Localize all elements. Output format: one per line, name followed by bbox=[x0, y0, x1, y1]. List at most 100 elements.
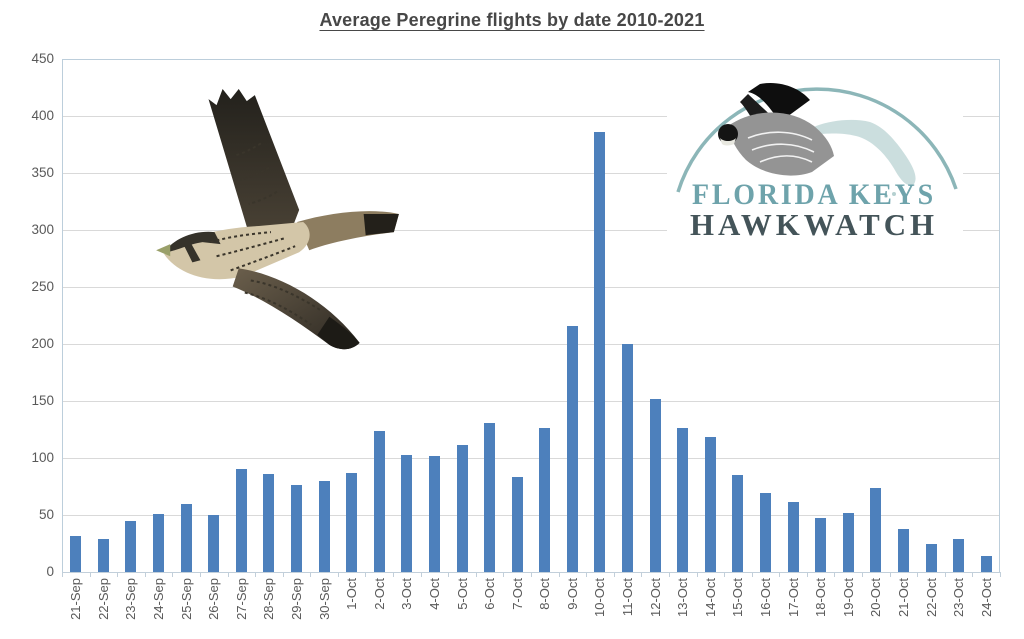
y-axis-tick-label: 150 bbox=[31, 393, 54, 408]
x-axis-tick bbox=[448, 573, 450, 577]
bar bbox=[511, 477, 523, 572]
y-axis-tick-label: 350 bbox=[31, 165, 54, 180]
x-axis-tick bbox=[834, 573, 836, 577]
x-axis-tick bbox=[972, 573, 974, 577]
falcon-far-wing-tip bbox=[363, 213, 399, 236]
bar bbox=[980, 556, 992, 572]
x-axis-tick bbox=[199, 573, 201, 577]
bar bbox=[346, 472, 358, 572]
x-axis-tick bbox=[917, 573, 919, 577]
falcon-beak bbox=[156, 244, 171, 257]
x-axis-tick-label: 9-Oct bbox=[564, 578, 580, 610]
x-axis-tick bbox=[724, 573, 726, 577]
x-axis-tick bbox=[641, 573, 643, 577]
falcon-head bbox=[164, 231, 221, 253]
logo-keys-dot bbox=[899, 187, 905, 193]
bar bbox=[428, 455, 440, 572]
x-axis-tick bbox=[282, 573, 284, 577]
bar bbox=[97, 538, 109, 572]
y-axis-tick-label: 300 bbox=[31, 222, 54, 237]
x-axis-tick bbox=[613, 573, 615, 577]
bar bbox=[842, 512, 854, 572]
bar bbox=[677, 428, 689, 572]
x-axis-tick-label: 4-Oct bbox=[426, 578, 442, 610]
bar bbox=[649, 398, 661, 572]
x-axis-tick-label: 23-Sep bbox=[123, 578, 139, 620]
y-axis-tick-label: 100 bbox=[31, 450, 54, 465]
x-axis-tick bbox=[531, 573, 532, 577]
x-axis-tick bbox=[806, 573, 808, 577]
x-axis-tick-label: 3-Oct bbox=[399, 578, 415, 610]
bar bbox=[401, 454, 413, 572]
x-axis-tick bbox=[420, 573, 422, 577]
x-axis-tick bbox=[365, 573, 367, 577]
x-axis-tick-label: 13-Oct bbox=[675, 578, 691, 618]
bar bbox=[787, 502, 799, 572]
x-axis-tick bbox=[172, 573, 174, 577]
x-axis-tick bbox=[668, 573, 670, 577]
bar bbox=[318, 480, 330, 572]
logo-text-florida-keys: FLORIDA KEYS bbox=[692, 178, 936, 211]
x-axis-tick-label: 21-Oct bbox=[895, 578, 911, 618]
x-axis-tick bbox=[255, 573, 257, 577]
y-axis-tick-label: 0 bbox=[46, 564, 54, 579]
x-axis-tick-label: 23-Oct bbox=[951, 578, 967, 618]
x-axis-tick bbox=[1000, 573, 1001, 577]
bar bbox=[180, 503, 192, 572]
gridline bbox=[62, 515, 1000, 516]
bar bbox=[704, 437, 716, 572]
x-axis-tick-label: 1-Oct bbox=[344, 578, 360, 610]
bar bbox=[925, 543, 937, 572]
logo-florida-silhouette bbox=[813, 119, 916, 186]
x-axis-tick-label: 22-Sep bbox=[95, 578, 111, 620]
logo-text-hawkwatch: HAWKWATCH bbox=[690, 207, 938, 242]
x-axis-tick bbox=[310, 573, 312, 577]
bar bbox=[153, 513, 165, 572]
x-axis-tick bbox=[117, 573, 119, 577]
bar bbox=[897, 528, 909, 572]
y-axis-tick-label: 400 bbox=[31, 108, 54, 123]
bar bbox=[732, 475, 744, 572]
y-axis-tick-label: 200 bbox=[31, 336, 54, 351]
x-axis-tick-label: 30-Sep bbox=[316, 578, 332, 620]
falcon-barring bbox=[210, 142, 322, 326]
gridline bbox=[62, 230, 1000, 231]
chart-title: Average Peregrine flights by date 2010-2… bbox=[319, 10, 705, 30]
x-axis-tick-label: 7-Oct bbox=[509, 578, 525, 610]
x-axis-tick-label: 21-Sep bbox=[68, 578, 84, 620]
x-axis-tick-label: 26-Sep bbox=[206, 578, 222, 620]
x-axis-tick bbox=[944, 573, 946, 577]
bar bbox=[456, 445, 468, 572]
x-axis-tick-label: 14-Oct bbox=[702, 578, 718, 618]
x-axis-tick bbox=[337, 573, 339, 577]
x-axis-tick-label: 15-Oct bbox=[730, 578, 746, 618]
x-axis-tick-label: 29-Sep bbox=[289, 578, 304, 620]
peregrine-falcon-image bbox=[156, 89, 399, 350]
bar bbox=[815, 518, 827, 572]
x-axis-tick-label: 24-Oct bbox=[978, 578, 994, 618]
x-axis-tick bbox=[779, 573, 781, 577]
x-axis-tick-label: 18-Oct bbox=[813, 578, 829, 618]
x-axis-tick bbox=[144, 573, 146, 577]
x-axis-line bbox=[62, 572, 1001, 573]
gridline bbox=[62, 116, 1000, 117]
x-axis-tick bbox=[586, 573, 588, 577]
gridline bbox=[62, 458, 1000, 459]
x-axis-tick bbox=[393, 573, 395, 577]
y-axis-tick-label: 50 bbox=[38, 507, 54, 522]
bar bbox=[953, 538, 965, 572]
x-axis-tick bbox=[889, 573, 891, 577]
x-axis-tick bbox=[751, 573, 753, 577]
x-axis-tick-label: 20-Oct bbox=[868, 578, 884, 618]
bar bbox=[594, 131, 606, 572]
y-axis-tick-label: 450 bbox=[31, 51, 54, 66]
hawkwatch-logo: FLORIDA KEYS HAWKWATCH bbox=[667, 82, 963, 255]
x-axis-tick-label: 27-Sep bbox=[233, 578, 249, 620]
x-axis-tick-label: 11-Oct bbox=[620, 578, 636, 617]
x-axis-tick bbox=[696, 573, 698, 577]
gridline bbox=[62, 287, 1000, 288]
x-axis-tick-label: 2-Oct bbox=[371, 578, 387, 610]
x-axis-tick-label: 24-Sep bbox=[151, 578, 167, 620]
logo-keys-dot bbox=[892, 192, 896, 196]
